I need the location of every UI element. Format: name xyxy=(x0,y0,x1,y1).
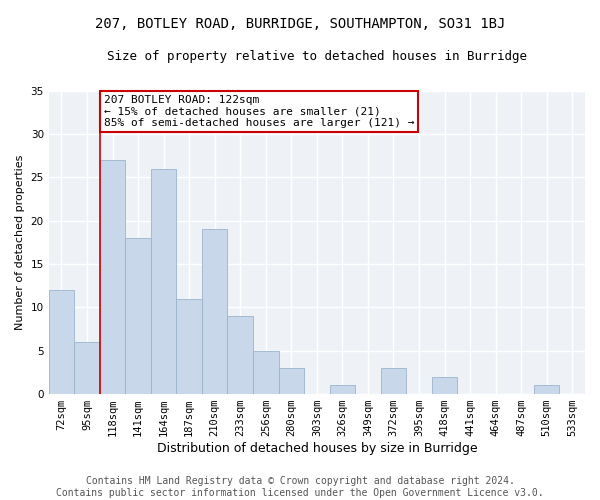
Bar xyxy=(125,238,151,394)
Bar xyxy=(329,386,355,394)
Bar xyxy=(380,368,406,394)
Bar xyxy=(534,386,559,394)
Bar xyxy=(151,168,176,394)
Bar xyxy=(227,316,253,394)
Bar xyxy=(432,376,457,394)
Bar xyxy=(49,290,74,394)
Bar xyxy=(74,342,100,394)
Title: Size of property relative to detached houses in Burridge: Size of property relative to detached ho… xyxy=(107,50,527,63)
Bar xyxy=(176,298,202,394)
Text: 207, BOTLEY ROAD, BURRIDGE, SOUTHAMPTON, SO31 1BJ: 207, BOTLEY ROAD, BURRIDGE, SOUTHAMPTON,… xyxy=(95,18,505,32)
Y-axis label: Number of detached properties: Number of detached properties xyxy=(15,154,25,330)
Text: 207 BOTLEY ROAD: 122sqm
← 15% of detached houses are smaller (21)
85% of semi-de: 207 BOTLEY ROAD: 122sqm ← 15% of detache… xyxy=(104,95,414,128)
Bar xyxy=(202,230,227,394)
Text: Contains HM Land Registry data © Crown copyright and database right 2024.
Contai: Contains HM Land Registry data © Crown c… xyxy=(56,476,544,498)
Bar xyxy=(100,160,125,394)
Bar xyxy=(253,350,278,394)
X-axis label: Distribution of detached houses by size in Burridge: Distribution of detached houses by size … xyxy=(157,442,477,455)
Bar xyxy=(278,368,304,394)
